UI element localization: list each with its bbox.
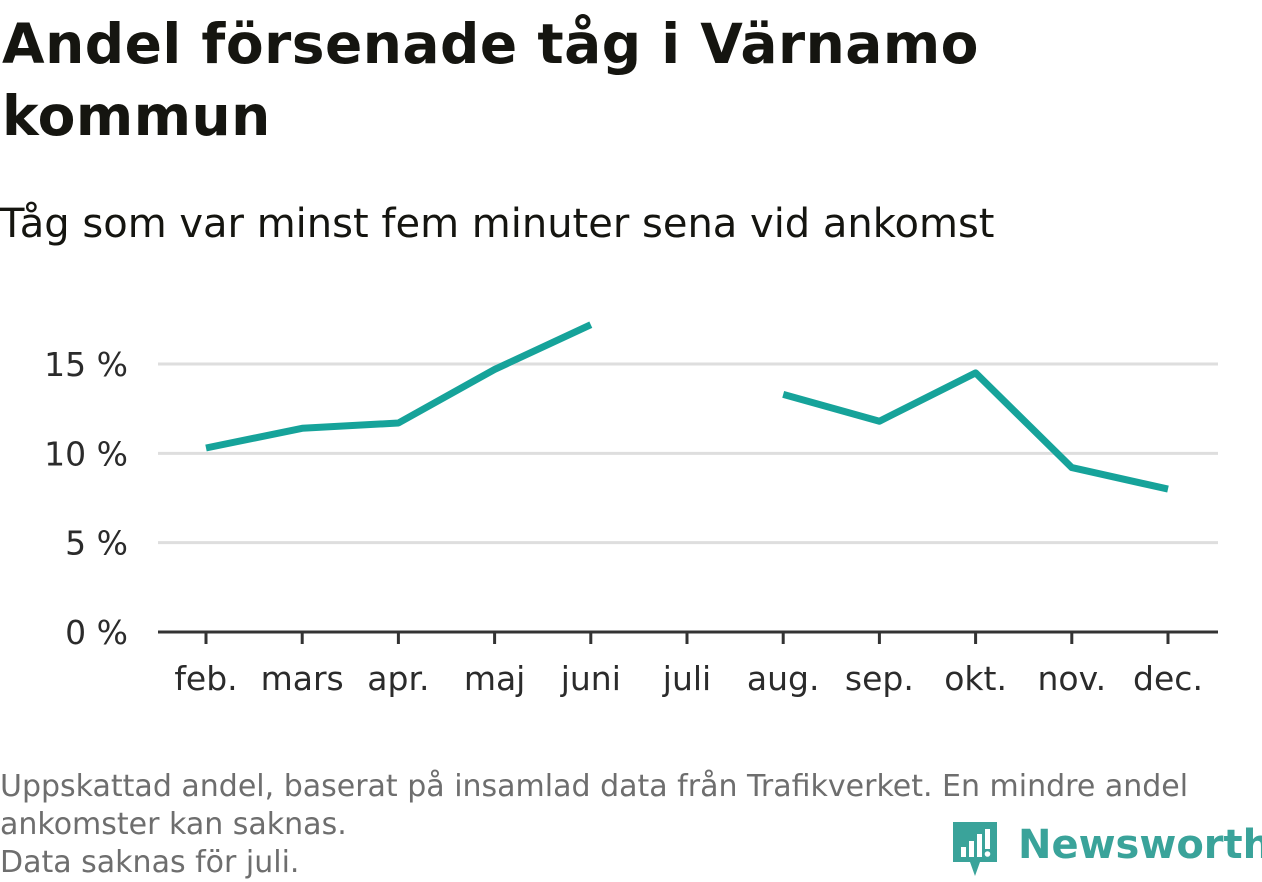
x-tick-label: apr.	[367, 659, 429, 698]
series-lines	[205, 321, 1169, 493]
x-tick-label: juli	[662, 659, 711, 698]
footnote-line-2: ankomster kan saknas.	[0, 807, 347, 842]
footnote-line-1: Uppskattad andel, baserat på insamlad da…	[0, 769, 1189, 804]
series-line-segment	[205, 321, 593, 452]
x-tick-label: feb.	[174, 659, 237, 698]
x-tick-label: okt.	[944, 659, 1007, 698]
chart-title: Andel försenade tåg i Värnamo kommun	[2, 12, 979, 148]
footnote: Uppskattad andel, baserat på insamlad da…	[0, 768, 1260, 882]
x-axis-ticks: feb. mars apr. maj juni juli aug. sep. okt. nov. d…	[174, 632, 1203, 698]
brand-logo: Newsworthy	[950, 818, 1262, 878]
y-tick-label: 5 %	[65, 524, 128, 563]
newsworthy-logo-icon	[953, 822, 997, 876]
x-tick-label: dec.	[1133, 659, 1203, 698]
brand-name: Newsworthy	[1018, 822, 1262, 868]
footnote-line-3: Data saknas för juli.	[0, 845, 300, 880]
y-tick-label: 10 %	[44, 434, 128, 473]
x-tick-label: maj	[464, 659, 526, 698]
y-axis-ticks: 0 % 5 % 10 % 15 %	[44, 345, 128, 652]
x-tick-label: sep.	[845, 659, 914, 698]
y-tick-label: 0 %	[65, 613, 128, 652]
y-tick-label: 15 %	[44, 345, 128, 384]
x-tick-label: nov.	[1038, 659, 1107, 698]
x-tick-label: mars	[261, 659, 344, 698]
gridlines	[158, 362, 1218, 545]
x-tick-label: aug.	[747, 659, 820, 698]
series-line-segment	[782, 369, 1169, 493]
chart-subtitle: Tåg som var minst fem minuter sena vid a…	[0, 201, 995, 247]
x-tick-label: juni	[560, 659, 621, 698]
